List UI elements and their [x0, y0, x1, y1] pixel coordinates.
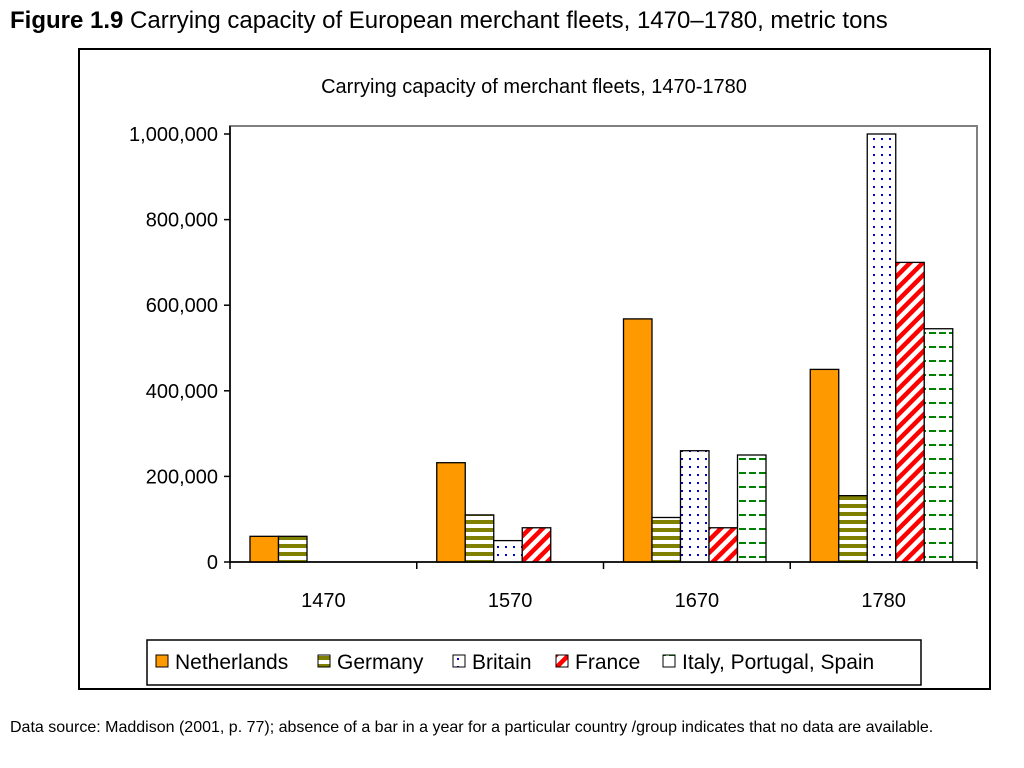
- figure-title: Figure 1.9 Carrying capacity of European…: [10, 6, 1010, 36]
- bar-germany-1780: [838, 495, 868, 563]
- legend: Netherlands Germany Britain France Italy, Po…: [146, 639, 922, 686]
- legend-swatch-germany: [317, 654, 331, 668]
- x-tick-label: 1780: [861, 590, 906, 612]
- legend-swatch-france: [555, 654, 569, 668]
- bar-netherlands-1470: [249, 535, 280, 563]
- bar-germany-1570: [464, 514, 495, 563]
- bar-italy-portugal-spain-1780: [923, 328, 954, 563]
- chart-title: Carrying capacity of merchant fleets, 14…: [321, 76, 747, 98]
- x-tick-label: 1470: [301, 590, 346, 612]
- bar-netherlands-1670: [622, 318, 653, 563]
- legend-swatch-netherlands: [155, 654, 169, 668]
- y-tick-label: 400,000: [146, 381, 218, 403]
- bar-france-1570: [521, 527, 552, 563]
- data-source-caption: Data source: Maddison (2001, p. 77); abs…: [10, 719, 934, 736]
- bar-chart: Carrying capacity of merchant fleets, 14…: [129, 76, 978, 686]
- legend-swatch-britain: [452, 654, 466, 668]
- bar-netherlands-1780: [809, 368, 840, 563]
- bar-britain-1570: [493, 539, 523, 563]
- legend-box: [146, 639, 922, 686]
- y-tick-label: 0: [207, 552, 218, 574]
- bar-france-1670: [708, 527, 739, 563]
- bar-france-1780: [895, 261, 925, 563]
- bar-netherlands-1570: [436, 462, 466, 563]
- bars-group: [249, 133, 954, 563]
- legend-label-netherlands: Netherlands: [175, 651, 288, 674]
- legend-label-france: France: [575, 651, 640, 674]
- bar-germany-1470: [277, 535, 308, 563]
- legend-swatch-italy-portugal-spain: [662, 654, 676, 668]
- x-tick-label: 1670: [675, 590, 720, 612]
- bar-britain-1670: [679, 450, 710, 563]
- bar-italy-portugal-spain-1670: [736, 454, 767, 563]
- y-tick-label: 200,000: [146, 466, 218, 488]
- bar-germany-1670: [651, 516, 682, 563]
- y-tick-label: 600,000: [146, 295, 218, 317]
- axes-group: 0 200,000 400,000 600,000 800,000 1,000,000 14…: [129, 124, 978, 612]
- y-tick-label: 800,000: [146, 210, 218, 232]
- bar-britain-1780: [866, 133, 897, 563]
- legend-label-britain: Britain: [472, 651, 532, 674]
- legend-label-italy-portugal-spain: Italy, Portugal, Spain: [682, 651, 874, 674]
- figure-label: Figure 1.9: [10, 7, 124, 34]
- figure-title-text: Carrying capacity of European merchant f…: [123, 7, 888, 34]
- y-tick-label: 1,000,000: [129, 124, 218, 146]
- legend-label-germany: Germany: [337, 651, 424, 674]
- x-tick-label: 1570: [488, 590, 533, 612]
